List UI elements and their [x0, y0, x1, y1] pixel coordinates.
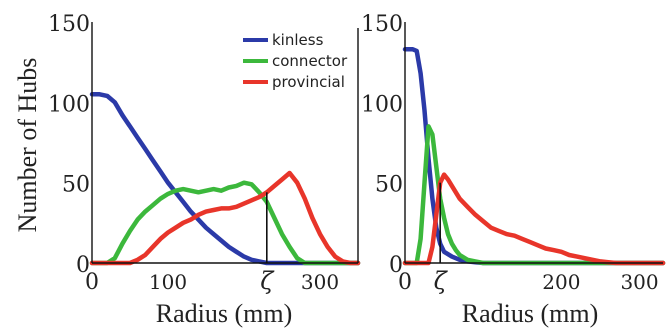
legend: kinless connector provincial	[243, 31, 348, 91]
x-tick-label-right: 0	[398, 270, 412, 295]
y-tick-label-right: 50	[375, 173, 403, 198]
series-lines-left	[89, 92, 361, 266]
series-line-provincial-left	[89, 170, 361, 266]
y-tick-label-left: 100	[48, 92, 90, 117]
series-line-connector-left	[89, 180, 361, 266]
y-tick-labels-right: 0 50 100 150	[361, 12, 403, 278]
y-tick-label-left: 0	[76, 253, 90, 278]
x-tick-labels-left: 0 100 ζ 300	[85, 267, 339, 295]
plot-area-right	[405, 22, 663, 263]
y-tick-label-right: 100	[361, 92, 403, 117]
x-tick-label-right: ζ	[434, 267, 449, 295]
series-lines-right	[402, 47, 666, 266]
series-line-connector-right	[402, 124, 666, 266]
chart-panel-left: 0 50 100 150 0 100 ζ 300 Radius (mm) kinless c…	[48, 12, 361, 328]
legend-label-kinless: kinless	[272, 31, 324, 49]
x-tick-label-right: 200	[542, 270, 580, 294]
legend-label-provincial: provincial	[272, 73, 345, 91]
x-tick-label-right: 300	[620, 270, 658, 294]
y-tick-label-left: 50	[62, 173, 90, 198]
x-tick-labels-right: 0 ζ 200 300	[398, 267, 659, 295]
x-axis-label-left: Radius (mm)	[156, 299, 293, 328]
y-tick-label-right: 150	[361, 12, 403, 37]
axes-frame-left	[91, 22, 359, 264]
series-line-provincial-right	[402, 172, 666, 266]
y-tick-label-left: 150	[48, 12, 90, 37]
x-tick-label-left: 0	[85, 270, 99, 295]
legend-label-connector: connector	[272, 52, 348, 70]
y-tick-labels-left: 0 50 100 150	[48, 12, 90, 278]
series-line-kinless-right	[402, 47, 666, 266]
x-tick-label-left: 300	[301, 270, 339, 294]
series-line-kinless-left	[89, 92, 361, 266]
y-axis-label: Number of Hubs	[13, 58, 42, 233]
x-tick-label-left: 100	[149, 270, 187, 294]
x-tick-label-left: ζ	[260, 267, 275, 295]
y-tick-label-right: 0	[389, 253, 403, 278]
axes-frame-right	[404, 22, 663, 264]
x-axis-label-right: Radius (mm)	[462, 299, 599, 328]
